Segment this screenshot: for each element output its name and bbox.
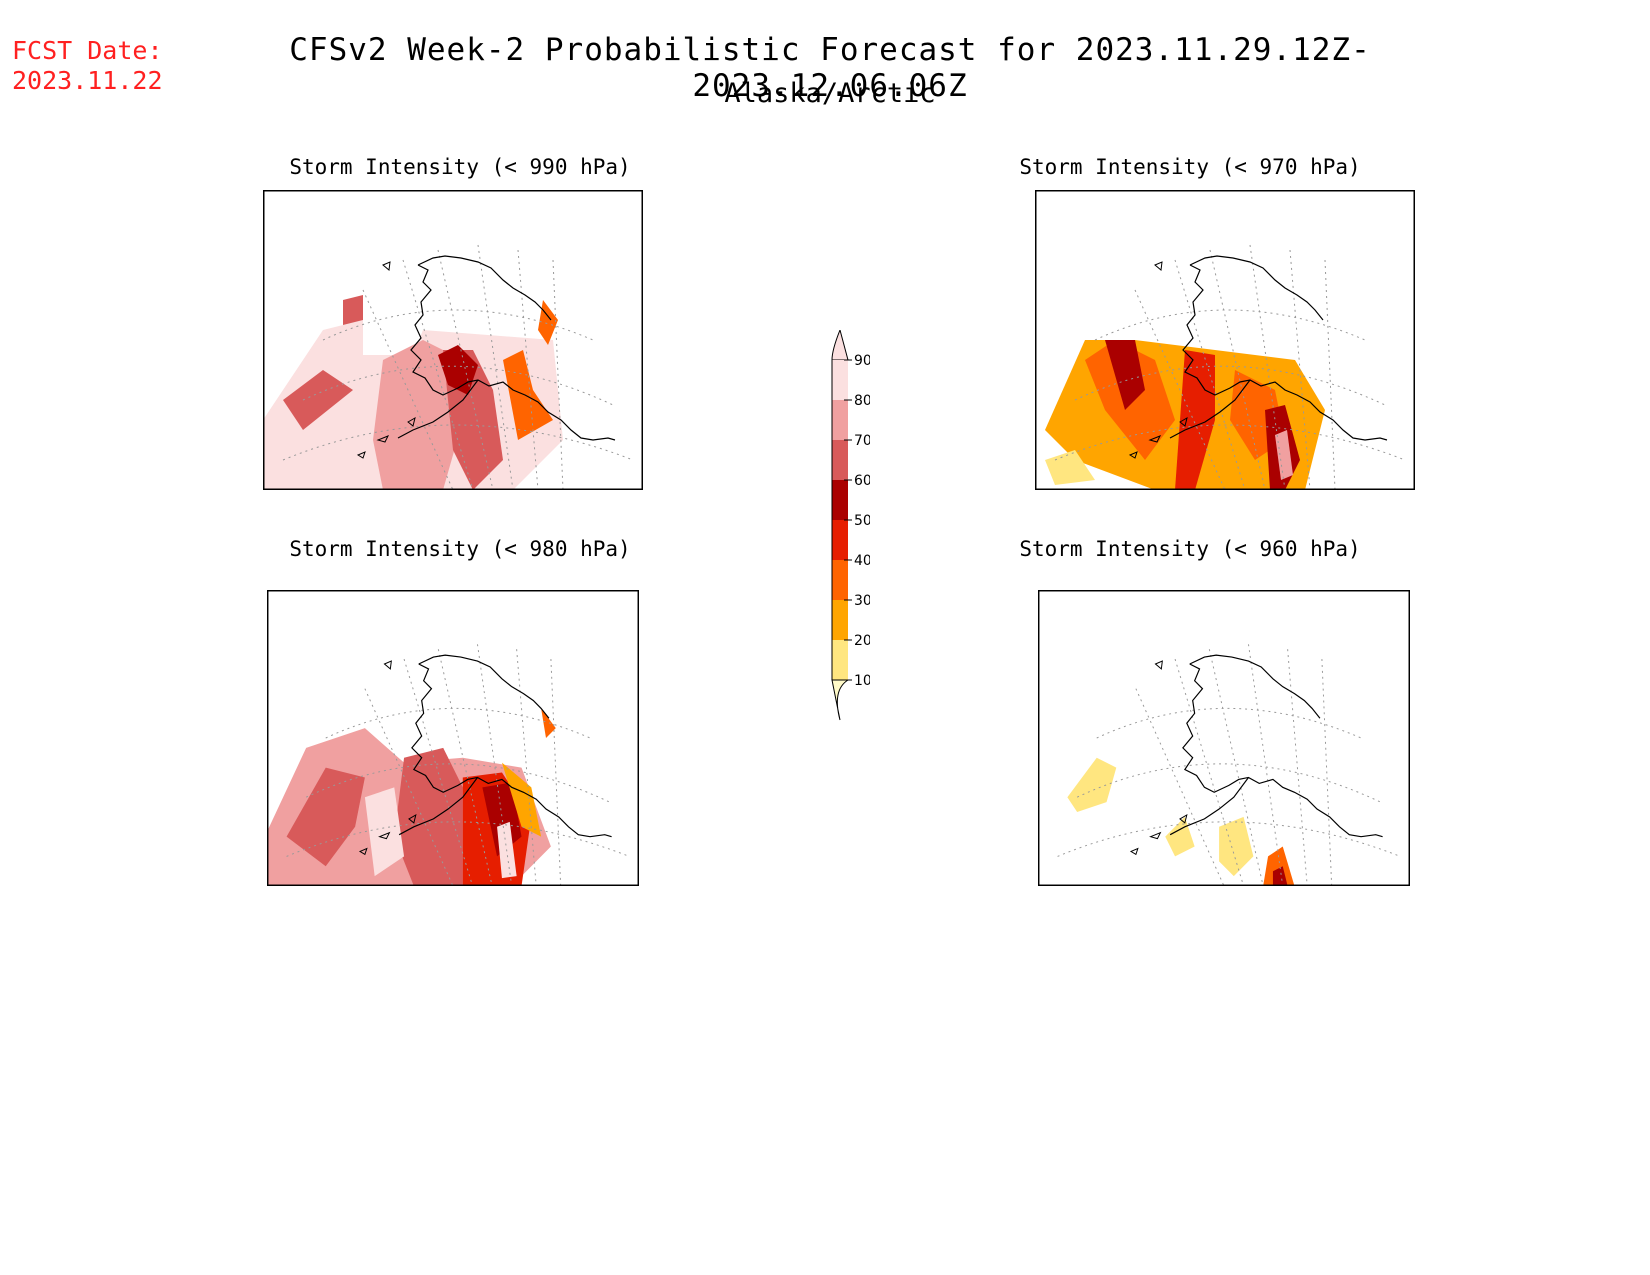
legend-top-wedge bbox=[831, 330, 849, 361]
panel-title-990: Storm Intensity (< 990 hPa) bbox=[289, 155, 631, 179]
map-frame bbox=[267, 590, 639, 886]
map-frame bbox=[263, 190, 643, 490]
coastline bbox=[1182, 663, 1383, 838]
coastline bbox=[397, 379, 479, 439]
probability-contour bbox=[1105, 340, 1145, 410]
coastline bbox=[418, 654, 550, 719]
panel-title-970: Storm Intensity (< 970 hPa) bbox=[1019, 155, 1361, 179]
forecast-date-label: FCST Date: bbox=[12, 36, 163, 65]
legend-swatch bbox=[832, 400, 848, 440]
map-frame bbox=[1038, 590, 1410, 886]
probability-contour bbox=[538, 300, 558, 345]
probability-contour bbox=[1275, 430, 1293, 480]
legend-tick-label: 20 bbox=[854, 633, 870, 649]
legend-tick-label: 60 bbox=[854, 473, 870, 489]
probability-contour bbox=[1045, 450, 1095, 485]
legend-tick-label: 90 bbox=[854, 353, 870, 369]
probability-contour bbox=[286, 767, 365, 867]
coastline bbox=[417, 255, 552, 321]
probability-contour bbox=[373, 340, 463, 490]
legend-tick-label: 70 bbox=[854, 433, 870, 449]
legend-tick-label: 50 bbox=[854, 513, 870, 529]
forecast-date-block: FCST Date: 2023.11.22 bbox=[12, 36, 163, 96]
legend-swatch bbox=[832, 520, 848, 560]
legend-swatch bbox=[832, 640, 848, 680]
probability-contour bbox=[394, 747, 463, 886]
legend-swatch bbox=[832, 560, 848, 600]
map-panel-960 bbox=[1038, 590, 1410, 886]
probability-contour bbox=[343, 295, 363, 325]
map-panel-990 bbox=[263, 190, 643, 490]
legend-tick-label: 40 bbox=[854, 553, 870, 569]
legend-swatch bbox=[832, 600, 848, 640]
probability-contour bbox=[1067, 757, 1117, 812]
map-panel-970 bbox=[1035, 190, 1415, 490]
region-subtitle: Alaska/Arctic bbox=[724, 78, 936, 109]
probability-contour bbox=[1219, 816, 1254, 877]
legend-bottom-wedge bbox=[831, 679, 850, 721]
panel-title-960: Storm Intensity (< 960 hPa) bbox=[1019, 537, 1361, 561]
forecast-date-value: 2023.11.22 bbox=[12, 66, 163, 95]
page-title: CFSv2 Week-2 Probabilistic Forecast for … bbox=[289, 32, 1371, 104]
legend-tick-label: 30 bbox=[854, 593, 870, 609]
coastline bbox=[1169, 379, 1251, 439]
probability-contour bbox=[541, 708, 556, 738]
legend-tick-label: 10 bbox=[854, 673, 870, 689]
probability-contour bbox=[1165, 816, 1195, 857]
probability-contour bbox=[1175, 350, 1215, 490]
probability-contour bbox=[501, 762, 542, 837]
probability-contour bbox=[1272, 866, 1288, 886]
coastline bbox=[398, 777, 478, 836]
legend-swatch bbox=[832, 360, 848, 400]
probability-contour bbox=[1263, 846, 1295, 886]
coastline bbox=[1189, 654, 1321, 719]
coastline bbox=[410, 264, 616, 441]
legend-swatch bbox=[832, 440, 848, 480]
probability-color-bar: 90 80 70 60 50 40 30 20 10 bbox=[831, 330, 870, 721]
legend-tick-label: 80 bbox=[854, 393, 870, 409]
panel-title-980: Storm Intensity (< 980 hPa) bbox=[289, 537, 631, 561]
probability-contour bbox=[364, 787, 405, 877]
coastline bbox=[411, 663, 612, 838]
legend-swatch bbox=[832, 480, 848, 520]
map-panel-980 bbox=[267, 590, 639, 886]
coastline bbox=[1169, 777, 1249, 836]
coastline bbox=[1189, 255, 1324, 321]
map-frame bbox=[1035, 190, 1415, 490]
coastline bbox=[1182, 264, 1388, 441]
probability-contour bbox=[283, 370, 353, 430]
